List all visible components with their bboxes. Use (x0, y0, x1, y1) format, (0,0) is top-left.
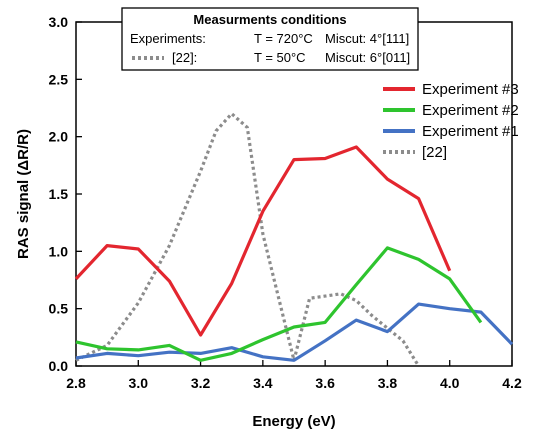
conditions-row-ref-miscut: Miscut: 6°[011] (325, 50, 410, 65)
legend: Experiment #3 Experiment #2 Experiment #… (383, 81, 519, 161)
legend-label-experiment-1: Experiment #1 (422, 123, 519, 140)
y-tick-label: 1.5 (49, 186, 69, 202)
conditions-row-experiments-miscut: Miscut: 4°[111] (325, 31, 409, 46)
conditions-row-experiments-label: Experiments: (130, 31, 206, 46)
x-tick-label: 4.0 (440, 375, 460, 391)
plot-frame (75, 21, 513, 367)
x-tick-label: 3.6 (315, 375, 335, 391)
y-axis-title: RAS signal (ΔR/R) (15, 129, 32, 259)
x-tick-label: 3.8 (378, 375, 398, 391)
series-line-experiment-3 (74, 145, 452, 337)
legend-label-experiment-3: Experiment #3 (422, 81, 519, 98)
series-line-experiment-2 (75, 246, 483, 362)
x-axis-title: Energy (eV) (252, 413, 335, 430)
legend-label-ref-22: [22] (422, 144, 447, 161)
data-series (74, 111, 514, 367)
legend-label-experiment-2: Experiment #2 (422, 102, 519, 119)
x-tick-label: 2.8 (66, 375, 86, 391)
conditions-row-ref-label: [22]: (172, 50, 197, 65)
y-tick-label: 3.0 (49, 14, 69, 30)
axis-ticks: 2.8 3.0 3.2 3.4 3.6 3.8 4.0 4.2 0.0 0.5 1.0 1.5 2.0 2… (49, 14, 522, 391)
x-tick-label: 3.4 (253, 375, 273, 391)
y-tick-label: 1.0 (49, 243, 69, 259)
y-tick-label: 0.0 (49, 358, 69, 374)
conditions-row-experiments-temperature: T = 720°C (254, 31, 313, 46)
y-tick-label: 2.0 (49, 129, 69, 145)
conditions-box-frame (121, 7, 419, 71)
x-tick-label: 3.0 (129, 375, 149, 391)
series-line-22 (75, 111, 420, 367)
conditions-title: Measurments conditions (193, 12, 346, 27)
conditions-box: Measurments conditions Experiments: T = … (121, 7, 419, 71)
y-tick-label: 0.5 (49, 301, 69, 317)
x-tick-label: 3.2 (191, 375, 211, 391)
x-tick-label: 4.2 (502, 375, 522, 391)
series-line-experiment-1 (75, 302, 514, 362)
conditions-row-ref-temperature: T = 50°C (254, 50, 306, 65)
y-tick-label: 2.5 (49, 71, 69, 87)
